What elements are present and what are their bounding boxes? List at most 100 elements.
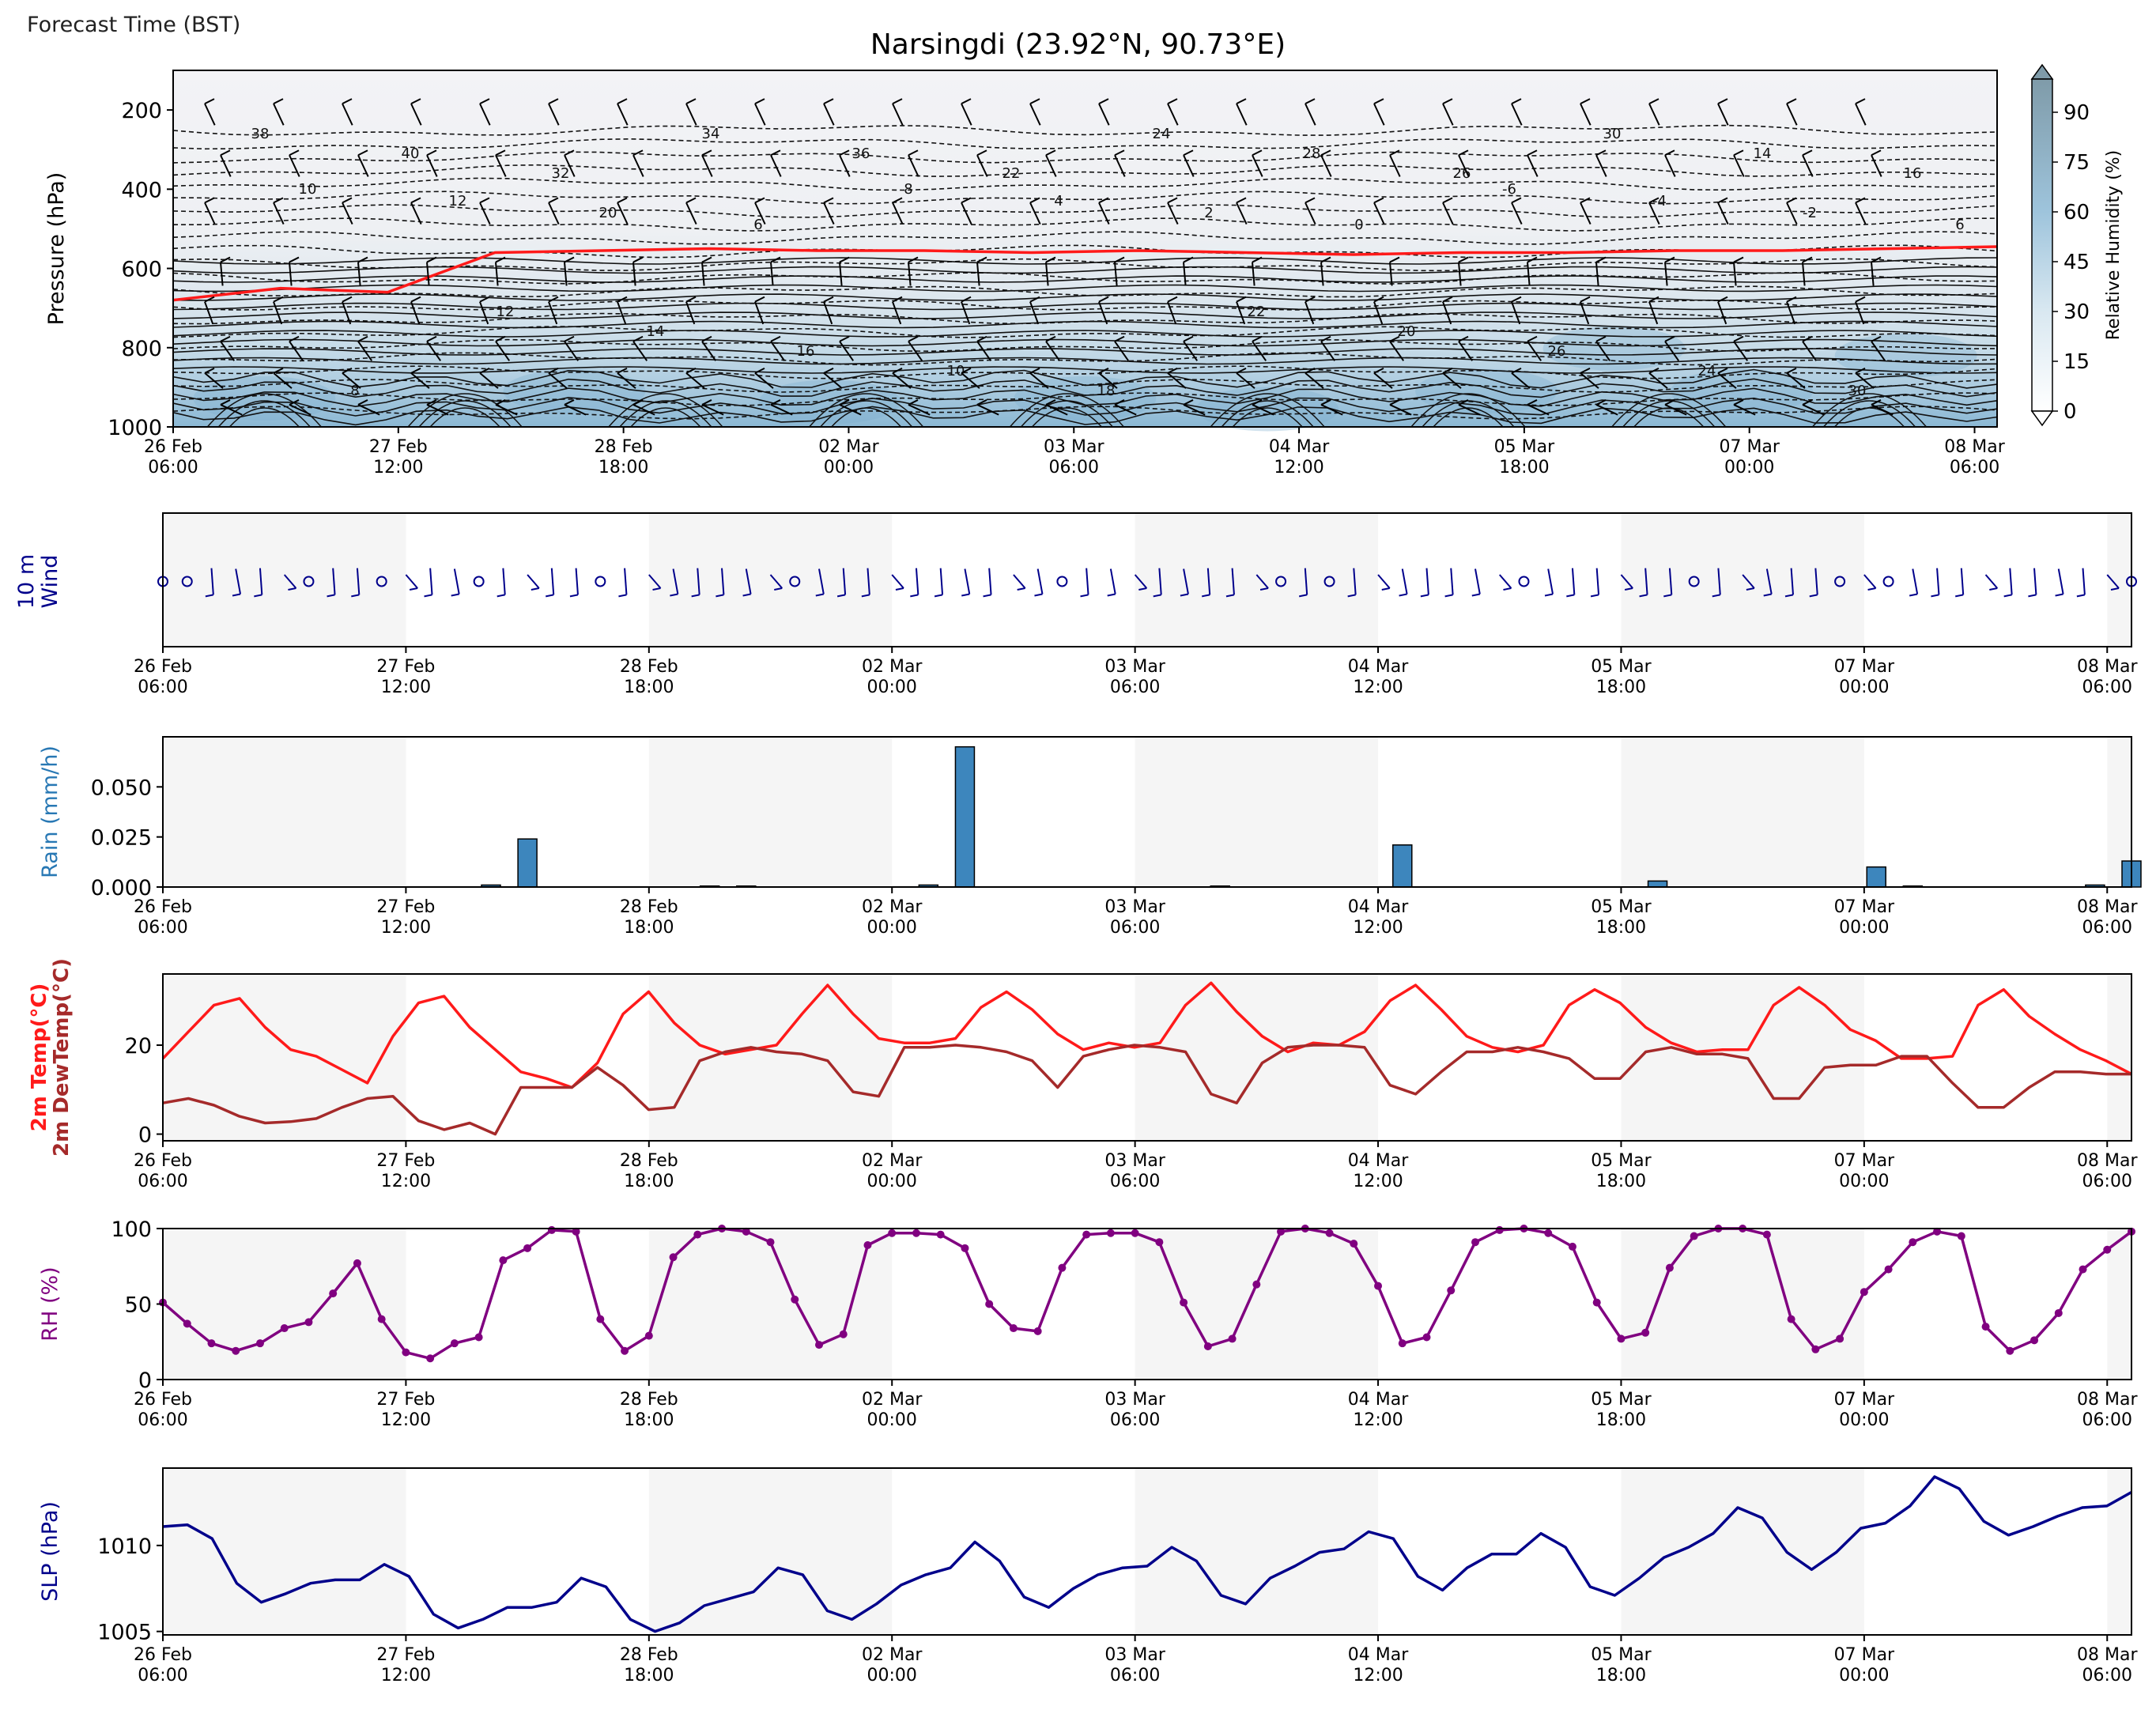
shade-band xyxy=(163,513,406,647)
upper-wind-barb xyxy=(410,202,422,225)
wind-barb xyxy=(721,568,725,595)
slp-xtick-date: 08 Mar xyxy=(2077,1645,2138,1665)
contour-label: 36 xyxy=(852,145,870,162)
wind-barb xyxy=(527,574,540,589)
barb-flag xyxy=(1320,399,1331,406)
ytick-label: 600 xyxy=(121,258,162,282)
wind-barb xyxy=(2009,568,2013,595)
barb-flag xyxy=(548,367,559,374)
rh-line-point xyxy=(985,1300,994,1308)
wind-xtick-time: 06:00 xyxy=(138,678,187,697)
shade-band xyxy=(648,1468,893,1635)
rh-line-point xyxy=(1836,1334,1844,1343)
wind-xtick-date: 05 Mar xyxy=(1591,657,1652,677)
upper-wind-barb xyxy=(1373,372,1393,389)
isotherm-dashed xyxy=(173,138,1997,150)
rh-line-point xyxy=(572,1227,580,1236)
rh-line-point xyxy=(523,1244,532,1252)
colorbar-extend-bottom xyxy=(2030,410,2054,427)
barb-flag xyxy=(1527,256,1538,263)
barb-flag xyxy=(1442,296,1453,303)
wind-barb-feather xyxy=(961,593,970,597)
upper-wind-barb xyxy=(1786,202,1798,225)
wind-xtick-time: 00:00 xyxy=(867,678,917,697)
slp-xtick-time: 12:00 xyxy=(381,1666,431,1685)
upper-wind-barb xyxy=(1305,202,1316,225)
contour-label: 22 xyxy=(1248,304,1266,320)
wind-barb xyxy=(1717,568,1721,595)
wind-barb-feather xyxy=(618,594,627,598)
wind-barb xyxy=(405,574,418,589)
wind-barb xyxy=(1353,568,1357,595)
barb-flag xyxy=(357,256,368,263)
barb-flag xyxy=(1786,296,1797,303)
barb-flag xyxy=(1167,98,1178,105)
isotherm-solid xyxy=(173,275,1997,283)
rain-ytick-label: 0.050 xyxy=(91,776,152,800)
xs-xtick-date: 28 Feb xyxy=(595,437,653,457)
barb-flag xyxy=(357,399,368,406)
upper-wind-barb xyxy=(632,262,636,286)
upper-wind-barb xyxy=(823,301,833,325)
rh-line-point xyxy=(474,1333,483,1342)
calm-wind-circle xyxy=(1882,576,1894,587)
upper-wind-barb xyxy=(770,154,782,177)
upper-wind-barb xyxy=(961,103,972,126)
upper-wind-barb xyxy=(1442,103,1454,126)
colorbar-tick-label: 0 xyxy=(2063,400,2077,424)
isotherm-solid xyxy=(173,330,1997,338)
wind-barb xyxy=(259,568,263,595)
wind-barb xyxy=(1912,568,1919,595)
rh-line-point xyxy=(912,1229,920,1237)
upper-wind-barb xyxy=(839,262,843,286)
isotherm-dashed xyxy=(173,191,1997,205)
wind-barb-feather xyxy=(670,593,678,597)
dewtemp-ylabel: 2m DewTemp(°C) xyxy=(50,958,74,1157)
upper-wind-barb xyxy=(1871,262,1875,286)
contour-label: 22 xyxy=(1002,165,1021,182)
upper-wind-barb xyxy=(1098,301,1108,325)
surface-contour xyxy=(809,393,924,427)
wind-barb-feather xyxy=(1763,593,1772,597)
barb-flag xyxy=(1320,256,1331,263)
barb-flag xyxy=(1305,98,1316,105)
isotherm-solid xyxy=(173,293,1997,301)
rh-line-point xyxy=(547,1225,556,1234)
rh-line-point xyxy=(1058,1263,1067,1272)
rh-line-point xyxy=(863,1241,872,1250)
barb-flag xyxy=(1733,335,1744,342)
wind-barb xyxy=(1814,568,1818,595)
upper-wind-barb xyxy=(1029,372,1049,389)
upper-wind-barb xyxy=(548,301,558,325)
upper-wind-barb xyxy=(892,301,902,325)
surface-contour xyxy=(1822,400,1916,427)
barb-flag xyxy=(289,335,300,342)
barb-flag xyxy=(1871,256,1882,263)
contour-label: 6 xyxy=(753,217,762,233)
upper-wind-barb xyxy=(701,262,705,286)
upper-wind-barb xyxy=(1802,262,1806,286)
rh-line-point xyxy=(1106,1229,1115,1237)
barb-flag xyxy=(1098,367,1109,374)
upper-wind-barb xyxy=(357,404,380,416)
temp-xtick-time: 06:00 xyxy=(2082,1172,2132,1191)
barb-flag xyxy=(548,197,559,204)
slp-xtick-time: 18:00 xyxy=(1596,1666,1646,1685)
rh-line-point xyxy=(669,1253,678,1262)
colorbar-tick-label: 60 xyxy=(2063,201,2090,225)
calm-wind-circle xyxy=(1518,576,1530,587)
wind-barb xyxy=(1013,574,1026,589)
barb-flag xyxy=(1029,296,1040,303)
barb-flag xyxy=(204,98,215,105)
slp-xtick-time: 06:00 xyxy=(1110,1666,1160,1685)
barb-flag xyxy=(1664,149,1675,157)
shade-band xyxy=(648,974,893,1141)
rh-line-point xyxy=(1860,1288,1868,1297)
upper-wind-barb xyxy=(701,404,724,416)
rain-frame xyxy=(162,736,2132,888)
rh-line-point xyxy=(232,1346,240,1355)
contour-label: 4 xyxy=(1054,193,1063,210)
wind-barb xyxy=(1742,574,1755,589)
upper-wind-barb xyxy=(357,154,369,177)
wind-barb xyxy=(1036,568,1044,595)
